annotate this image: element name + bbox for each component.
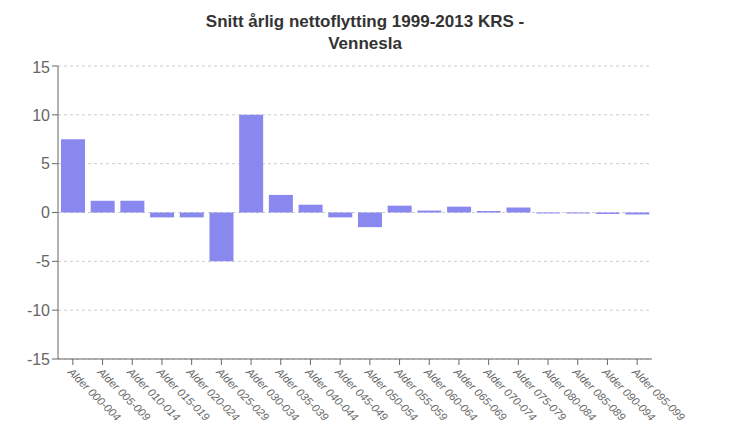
svg-text:Alder 060-064: Alder 060-064 bbox=[421, 365, 479, 423]
svg-text:Alder 005-009: Alder 005-009 bbox=[95, 365, 153, 423]
svg-text:0: 0 bbox=[41, 204, 50, 221]
svg-text:Alder 010-014: Alder 010-014 bbox=[124, 365, 182, 423]
html-text:Snitt årlig nettoflytting 1999: Snitt årlig nettoflytting 1999-2013 KRS … bbox=[205, 12, 525, 53]
svg-text:Alder 050-054: Alder 050-054 bbox=[362, 365, 420, 423]
svg-text:5: 5 bbox=[41, 155, 50, 172]
svg-text:Alder 055-059: Alder 055-059 bbox=[392, 365, 450, 423]
svg-text:Alder 035-039: Alder 035-039 bbox=[273, 365, 331, 423]
svg-text:Alder 025-029: Alder 025-029 bbox=[214, 365, 272, 423]
svg-text:Alder 030-034: Alder 030-034 bbox=[243, 365, 301, 423]
svg-text:Alder 080-084: Alder 080-084 bbox=[540, 365, 598, 423]
svg-text:-15: -15 bbox=[27, 351, 50, 368]
svg-text:Alder 075-079: Alder 075-079 bbox=[511, 365, 569, 423]
svg-text:15: 15 bbox=[32, 59, 50, 76]
svg-text:-10: -10 bbox=[27, 302, 50, 319]
svg-text:Alder 085-089: Alder 085-089 bbox=[570, 365, 628, 423]
svg-text:Alder 040-044: Alder 040-044 bbox=[303, 365, 361, 423]
svg-text:Alder 065-069: Alder 065-069 bbox=[451, 365, 509, 423]
svg-text:Alder 020-024: Alder 020-024 bbox=[184, 365, 242, 423]
svg-text:Alder 070-074: Alder 070-074 bbox=[481, 365, 539, 423]
svg-text:Alder 000-004: Alder 000-004 bbox=[65, 365, 123, 423]
svg-text:10: 10 bbox=[32, 107, 50, 124]
svg-text:Alder 095-099: Alder 095-099 bbox=[629, 365, 687, 423]
svg-text:Alder 015-019: Alder 015-019 bbox=[154, 365, 212, 423]
svg-text:Alder 045-049: Alder 045-049 bbox=[332, 365, 390, 423]
svg-text:-5: -5 bbox=[36, 253, 50, 270]
svg-text:Alder 090-094: Alder 090-094 bbox=[600, 365, 658, 423]
